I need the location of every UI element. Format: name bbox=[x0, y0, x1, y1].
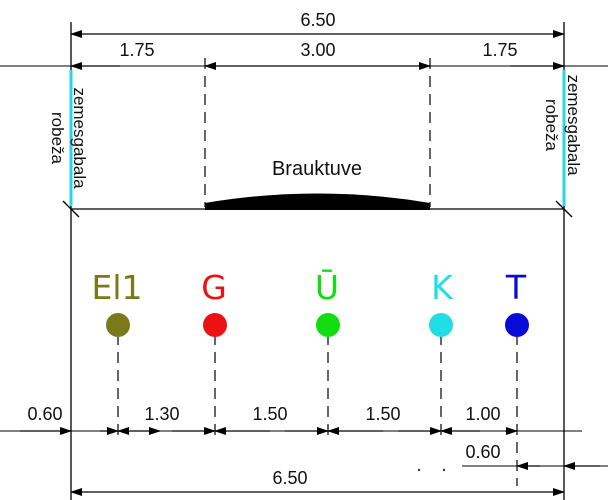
utility-marker-u bbox=[316, 313, 340, 337]
bottom-right-offset-label: 0.60 bbox=[465, 442, 500, 462]
bottom-dim-label-1: 1.30 bbox=[144, 404, 179, 424]
utility-label-t: T bbox=[505, 268, 527, 307]
carriageway: Brauktuve bbox=[204, 58, 431, 210]
utility-marker-t bbox=[505, 313, 529, 337]
bottom-dim-label-4: 1.00 bbox=[465, 404, 500, 424]
right-boundary-label-line1: zemesgabala bbox=[564, 74, 583, 176]
section-outline bbox=[62, 22, 573, 500]
utility-marker-k bbox=[429, 313, 453, 337]
bottom-dim-label-0: 0.60 bbox=[27, 404, 62, 424]
stray-dot-1 bbox=[417, 468, 421, 472]
left-surface-tick bbox=[62, 200, 80, 218]
top-left-dimension-label: 1.75 bbox=[119, 40, 154, 60]
top-center-dimension-label: 3.00 bbox=[300, 40, 335, 60]
bottom-overall-dimension-label: 6.50 bbox=[272, 468, 307, 488]
carriageway-label: Brauktuve bbox=[272, 158, 362, 180]
stray-dot-2 bbox=[442, 468, 446, 472]
top-right-dimension-label: 1.75 bbox=[482, 40, 517, 60]
right-boundary-label: robeža zemesgabala bbox=[542, 74, 583, 176]
utility-label-el1: El1 bbox=[91, 268, 142, 307]
utility-marker-el1 bbox=[106, 313, 130, 337]
bottom-dimension-chain: 0.60 1.30 1.50 1.50 1.00 0.60 6.50 bbox=[0, 404, 608, 496]
utility-label-g: G bbox=[201, 268, 227, 307]
bottom-dim-label-3: 1.50 bbox=[365, 404, 400, 424]
right-surface-tick bbox=[555, 200, 573, 218]
utility-label-k: K bbox=[431, 268, 454, 307]
left-boundary-label: robeža zemesgabala bbox=[48, 87, 89, 189]
bottom-dim-label-2: 1.50 bbox=[252, 404, 287, 424]
top-dimension-chain: 6.50 1.75 3.00 1.75 bbox=[0, 10, 608, 70]
carriageway-pavement bbox=[205, 193, 430, 210]
left-boundary-label-line1: zemesgabala bbox=[70, 87, 89, 189]
right-boundary-label-line2: robeža bbox=[542, 99, 561, 152]
utility-marker-g bbox=[203, 313, 227, 337]
top-overall-dimension-label: 6.50 bbox=[300, 10, 335, 30]
left-boundary-label-line2: robeža bbox=[48, 112, 67, 165]
utility-label-u: Ū bbox=[315, 268, 339, 307]
utilities: El1 G Ū K T bbox=[91, 268, 529, 486]
